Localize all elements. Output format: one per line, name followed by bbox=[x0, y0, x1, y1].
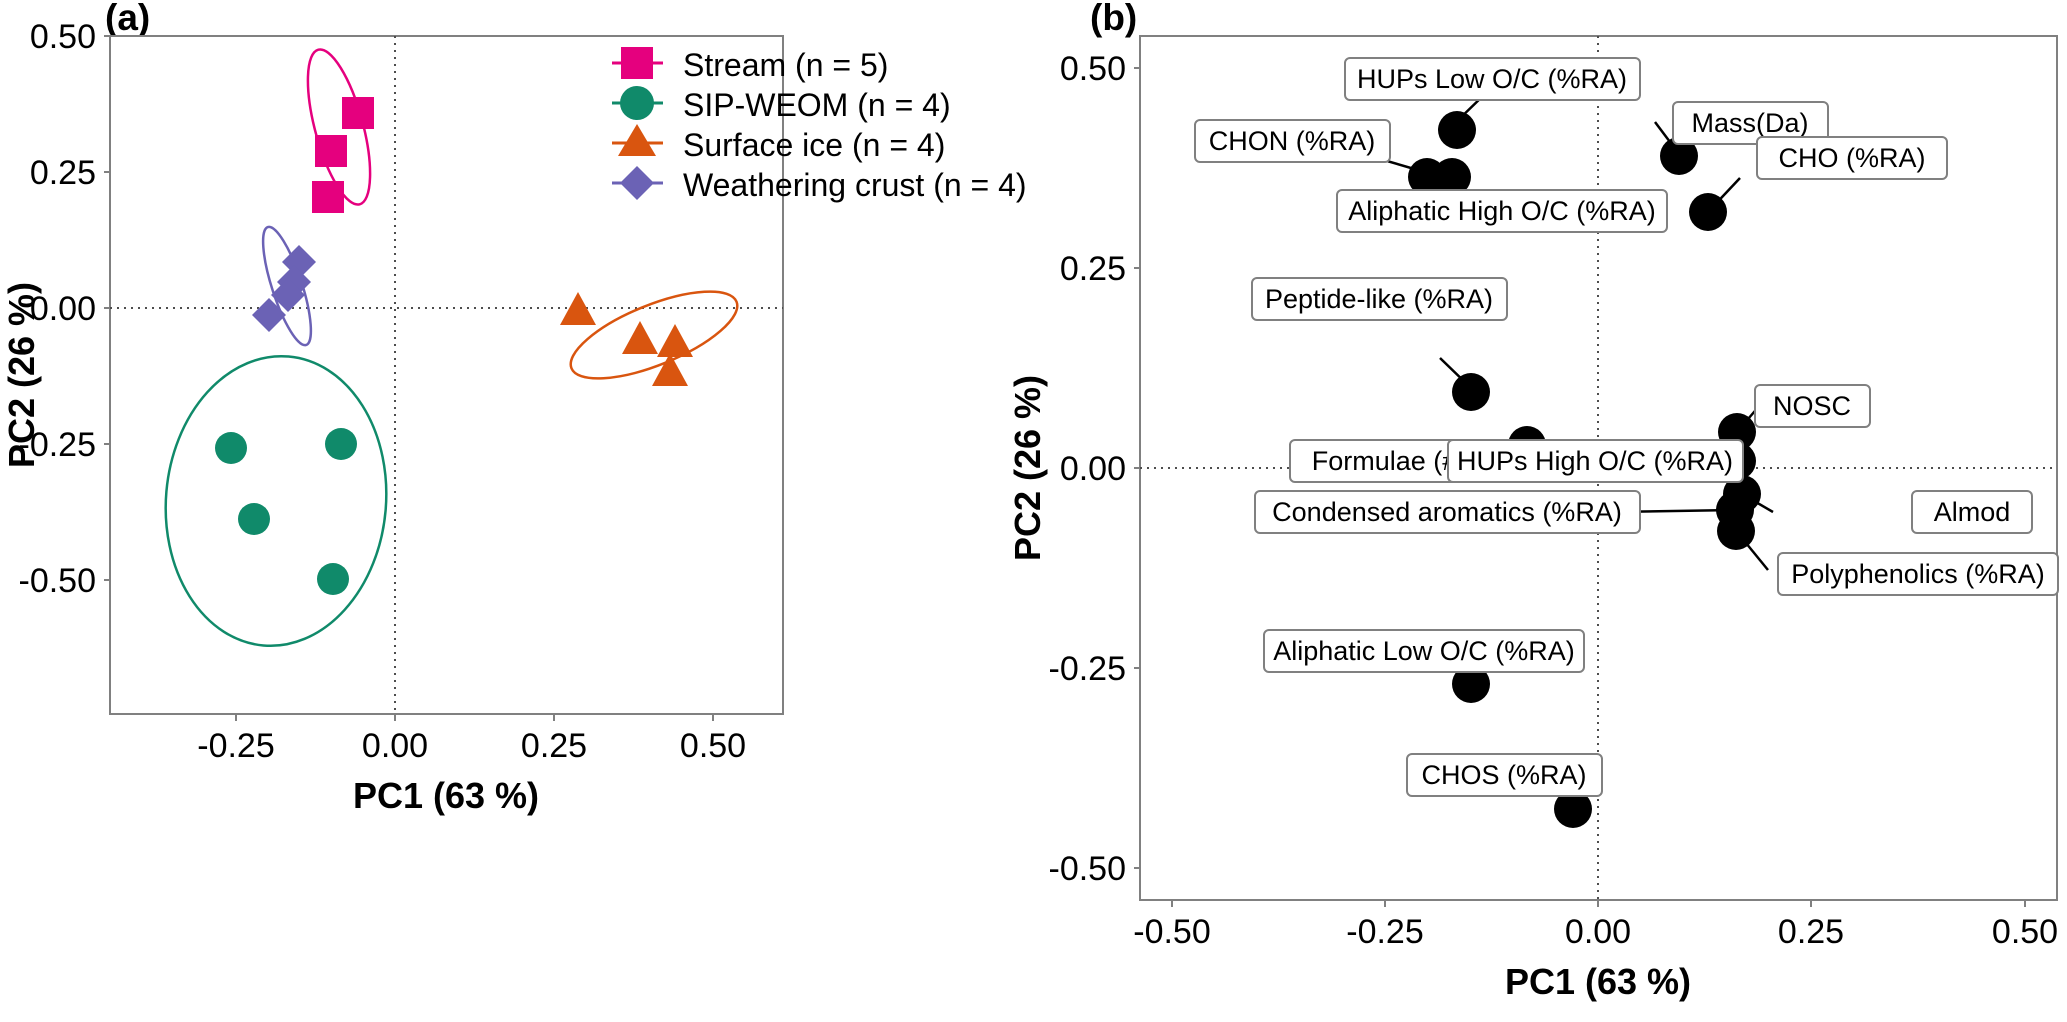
point-stream bbox=[342, 97, 374, 129]
loading-label-hups-high-oc: HUPs High O/C (%RA) bbox=[1447, 439, 1744, 483]
legend-label-stream: Stream (n = 5) bbox=[683, 47, 888, 83]
series-weathering-crust-points bbox=[252, 245, 316, 332]
loading-label-text: NOSC bbox=[1773, 391, 1851, 421]
panel-b-xtick-1: -0.25 bbox=[1346, 913, 1424, 951]
loading-label-mass-da: Mass(Da) bbox=[1672, 101, 1829, 145]
panel-b-tag: (b) bbox=[1090, 0, 1137, 38]
loading-label-text: HUPs Low O/C (%RA) bbox=[1357, 64, 1627, 94]
panel-a-ytick-3: 0.25 bbox=[30, 154, 96, 192]
loading-label-chon: CHON (%RA) bbox=[1194, 119, 1391, 163]
panel-b-yaxis: 0.50 0.25 0.00 -0.25 -0.50 bbox=[1049, 50, 1140, 888]
legend-marker-weathering-crust bbox=[620, 166, 654, 200]
loading-label-hups-low-oc: HUPs Low O/C (%RA) bbox=[1344, 57, 1641, 101]
panel-b-ytick-2: 0.00 bbox=[1060, 450, 1126, 488]
loading-label-formulae: Formulae (#) bbox=[1289, 439, 1489, 483]
panel-b-ytick-1: -0.25 bbox=[1049, 650, 1127, 688]
legend-label-surface-ice: Surface ice (n = 4) bbox=[683, 127, 945, 163]
loading-label-text: Aliphatic Low O/C (%RA) bbox=[1273, 636, 1575, 666]
loading-label-text: CHON (%RA) bbox=[1209, 126, 1376, 156]
loading-label-text: Peptide-like (%RA) bbox=[1265, 284, 1493, 314]
loading-label-cho: CHO (%RA) bbox=[1756, 136, 1948, 180]
loading-point bbox=[1717, 512, 1755, 550]
panel-b-xaxis-title: PC1 (63 %) bbox=[1505, 961, 1691, 1002]
panel-a-ytick-0: -0.50 bbox=[19, 562, 97, 600]
panel-b-loading-points bbox=[1408, 111, 1761, 828]
loading-label-text: CHOS (%RA) bbox=[1421, 760, 1586, 790]
loading-point bbox=[1452, 665, 1490, 703]
loading-label-aliphatic-high-oc: Aliphatic High O/C (%RA) bbox=[1336, 189, 1668, 233]
panel-b-ytick-4: 0.50 bbox=[1060, 50, 1126, 88]
point-surface-ice bbox=[622, 321, 658, 354]
loading-point bbox=[1689, 193, 1727, 231]
panel-b-ytick-0: -0.50 bbox=[1049, 850, 1127, 888]
loading-point bbox=[1433, 158, 1471, 196]
panel-b: (b) 0.50 0.25 0.00 -0.25 -0.50 -0.50 -0.… bbox=[1007, 0, 2059, 1002]
loading-point bbox=[1438, 111, 1476, 149]
loading-label-text: Aliphatic High O/C (%RA) bbox=[1348, 196, 1656, 226]
panel-b-xtick-3: 0.25 bbox=[1778, 913, 1844, 951]
series-sip-weom-points bbox=[215, 428, 357, 595]
loading-label-almod: Almod bbox=[1911, 490, 2033, 534]
loading-label-nosc: NOSC bbox=[1754, 384, 1871, 428]
point-sip-weom bbox=[215, 432, 247, 464]
loading-label-chos: CHOS (%RA) bbox=[1406, 753, 1603, 797]
panel-a: (a) 0.50 0.25 0.00 -0.25 -0.50 -0.25 0.0… bbox=[1, 0, 1027, 816]
panel-a-legend: Stream (n = 5) SIP-WEOM (n = 4) Surface … bbox=[612, 47, 1027, 203]
point-surface-ice bbox=[657, 324, 693, 357]
panel-b-ytick-3: 0.25 bbox=[1060, 250, 1126, 288]
loading-label-text: Polyphenolics (%RA) bbox=[1791, 559, 2045, 589]
loading-label-text: Mass(Da) bbox=[1691, 108, 1808, 138]
panel-a-yaxis: 0.50 0.25 0.00 -0.25 -0.50 bbox=[19, 18, 110, 600]
panel-a-xtick-0: -0.25 bbox=[197, 727, 275, 765]
loading-point bbox=[1723, 475, 1761, 513]
legend-marker-stream-fill bbox=[621, 47, 653, 79]
loading-label-text: Formulae (#) bbox=[1312, 446, 1467, 476]
loading-label-aliphatic-low-oc: Aliphatic Low O/C (%RA) bbox=[1263, 629, 1585, 673]
series-stream-points bbox=[312, 97, 374, 213]
panel-b-xaxis: -0.50 -0.25 0.00 0.25 0.50 bbox=[1133, 900, 2058, 951]
point-surface-ice bbox=[652, 353, 688, 386]
loading-label-condensed-aromatics: Condensed aromatics (%RA) bbox=[1254, 490, 1641, 534]
loading-point bbox=[1452, 373, 1490, 411]
panel-a-ytick-2: 0.00 bbox=[30, 290, 96, 328]
point-stream bbox=[312, 181, 344, 213]
loading-label-polyphenolics: Polyphenolics (%RA) bbox=[1777, 552, 2059, 596]
legend-label-sip-weom: SIP-WEOM (n = 4) bbox=[683, 87, 951, 123]
point-surface-ice bbox=[560, 292, 596, 325]
panel-a-xaxis: -0.25 0.00 0.25 0.50 bbox=[197, 714, 746, 765]
point-weathering-crust bbox=[271, 278, 305, 312]
point-sip-weom bbox=[325, 428, 357, 460]
panel-a-yaxis-title: PC2 (26 %) bbox=[1, 282, 42, 468]
loading-label-text: Almod bbox=[1934, 497, 2011, 527]
legend-marker-surface-ice bbox=[618, 124, 656, 156]
panel-a-xtick-2: 0.25 bbox=[521, 727, 587, 765]
loading-label-peptide-like: Peptide-like (%RA) bbox=[1251, 277, 1508, 321]
panel-a-tag: (a) bbox=[105, 0, 150, 38]
panel-b-xtick-2: 0.00 bbox=[1565, 913, 1631, 951]
point-stream bbox=[315, 135, 347, 167]
ellipse-sip-weom bbox=[164, 354, 388, 648]
panel-a-ytick-1: -0.25 bbox=[19, 426, 97, 464]
point-weathering-crust bbox=[252, 298, 286, 332]
loading-label-text: Condensed aromatics (%RA) bbox=[1272, 497, 1622, 527]
series-surface-ice-points bbox=[560, 292, 693, 386]
panel-b-xtick-0: -0.50 bbox=[1133, 913, 1211, 951]
panel-b-loading-labels: HUPs Low O/C (%RA) CHON (%RA) Aliphatic … bbox=[1194, 57, 2059, 797]
point-sip-weom bbox=[317, 563, 349, 595]
panel-a-xaxis-title: PC1 (63 %) bbox=[353, 775, 539, 816]
point-sip-weom bbox=[238, 503, 270, 535]
loading-label-text: CHO (%RA) bbox=[1779, 143, 1926, 173]
panel-b-xtick-4: 0.50 bbox=[1992, 913, 2058, 951]
legend-label-weathering-crust: Weathering crust (n = 4) bbox=[683, 167, 1027, 203]
loading-point bbox=[1554, 790, 1592, 828]
panel-b-yaxis-title: PC2 (26 %) bbox=[1007, 375, 1048, 561]
loading-label-text: HUPs High O/C (%RA) bbox=[1457, 446, 1733, 476]
legend-marker-sip-weom bbox=[620, 86, 654, 120]
loading-point bbox=[1660, 137, 1698, 175]
panel-a-xtick-3: 0.50 bbox=[680, 727, 746, 765]
panel-a-xtick-1: 0.00 bbox=[362, 727, 428, 765]
panel-a-ytick-4: 0.50 bbox=[30, 18, 96, 56]
